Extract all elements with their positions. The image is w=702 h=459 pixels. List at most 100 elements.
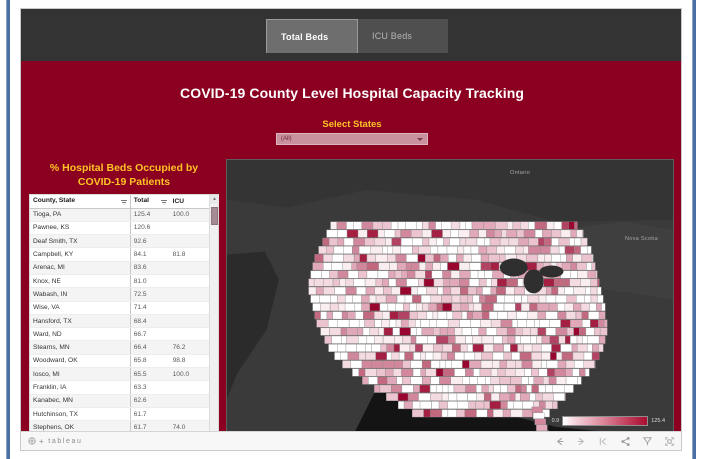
tableau-mark-icon	[28, 437, 36, 445]
cell-icu	[169, 301, 209, 315]
table-scrollbar[interactable]: ▲ ▼	[209, 195, 219, 448]
table-row[interactable]: Hutchinson, TX 61.7	[30, 407, 209, 422]
cell-icu	[169, 234, 209, 249]
tableau-logo[interactable]: + tableau	[28, 437, 82, 446]
scroll-up-icon[interactable]: ▲	[210, 195, 219, 204]
legend-min-value: 0.9	[551, 418, 560, 424]
cell-total: 84.1	[129, 247, 170, 262]
panel-title-line2: COVID-19 Patients	[77, 176, 171, 188]
cell-county-state: Pawnee, KS	[30, 221, 131, 236]
cell-total: 72.5	[129, 287, 170, 302]
cell-total: 66.7	[129, 327, 170, 342]
tab-total-beds-label: Total Beds	[281, 31, 329, 42]
cell-total: 65.5	[129, 367, 170, 382]
table-row[interactable]: Woodward, OK 65.8 98.8	[30, 354, 209, 369]
tableau-footer-bar: + tableau	[21, 431, 681, 450]
table-row[interactable]: Tioga, PA 125.4 100.0	[30, 208, 209, 222]
forward-arrow-icon[interactable]	[576, 436, 587, 447]
cell-total: 62.6	[129, 394, 170, 408]
column-header-icu-label: ICU	[172, 197, 184, 205]
cell-icu: 100.0	[169, 367, 209, 382]
cell-icu	[169, 394, 209, 408]
cell-county-state: Campbell, KY	[30, 247, 131, 262]
page-title: COVID-19 County Level Hospital Capacity …	[180, 85, 524, 101]
table-row[interactable]: Wise, VA 71.4	[30, 301, 209, 315]
revert-icon[interactable]	[598, 436, 609, 447]
tableau-wordmark: tableau	[48, 437, 83, 445]
filter-icon[interactable]	[120, 199, 127, 206]
cell-county-state: Stearns, MN	[30, 340, 131, 355]
column-header-icu[interactable]: ICU	[169, 195, 209, 209]
map-canvas	[227, 160, 673, 448]
table-row[interactable]: Iosco, MI 65.5 100.0	[30, 367, 209, 382]
share-icon[interactable]	[620, 436, 631, 447]
right-rail-line	[692, 0, 693, 459]
county-table-scroll-area: County, State Total ICU	[30, 195, 209, 448]
tableau-toolbar-icons	[554, 436, 675, 447]
select-states-value: (All)	[281, 135, 292, 142]
cell-county-state: Ward, ND	[30, 327, 131, 342]
cell-icu	[169, 380, 209, 395]
cell-icu	[169, 407, 209, 422]
panel-title-line1: % Hospital Beds Occupied by	[49, 162, 199, 174]
table-row[interactable]: Stearns, MN 66.4 76.2	[30, 340, 209, 355]
cell-total: 65.8	[129, 354, 170, 369]
tab-icu-beds[interactable]: ICU Beds	[358, 19, 448, 53]
cell-county-state: Wabash, IN	[30, 287, 131, 302]
cell-total: 68.4	[129, 314, 170, 329]
cell-county-state: Hansford, TX	[30, 314, 131, 329]
county-polygons	[308, 221, 608, 448]
cell-icu	[169, 314, 209, 329]
cell-icu: 76.2	[169, 340, 209, 355]
county-table-head: County, State Total ICU	[30, 195, 209, 209]
county-table: County, State Total ICU	[30, 195, 209, 435]
table-row[interactable]: Pawnee, KS 120.6	[30, 221, 209, 236]
column-header-county-state-label: County, State	[33, 196, 76, 204]
table-row[interactable]: Ward, ND 66.7	[30, 327, 209, 342]
select-states-dropdown[interactable]: (All)	[276, 133, 428, 145]
cell-icu: 81.8	[169, 247, 209, 262]
dashboard-body: COVID-19 County Level Hospital Capacity …	[21, 61, 681, 449]
filter-icon[interactable]	[160, 199, 167, 206]
table-row[interactable]: Franklin, IA 63.3	[30, 380, 209, 395]
county-table-header-row: County, State Total ICU	[30, 195, 209, 209]
legend-gradient-bar	[562, 416, 649, 426]
download-icon[interactable]	[642, 436, 653, 447]
cell-total: 61.7	[129, 407, 170, 422]
cell-icu	[169, 221, 209, 236]
cell-county-state: Kanabec, MN	[30, 394, 131, 408]
cell-total: 71.4	[129, 301, 170, 315]
table-row[interactable]: Hansford, TX 68.4	[30, 314, 209, 329]
table-row[interactable]: Campbell, KY 84.1 81.8	[30, 247, 209, 262]
table-row[interactable]: Knox, NE 81.0	[30, 274, 209, 289]
cell-county-state: Knox, NE	[30, 274, 131, 289]
table-row[interactable]: Wabash, IN 72.5	[30, 287, 209, 302]
cell-icu: 100.0	[169, 208, 209, 222]
fullscreen-icon[interactable]	[664, 436, 675, 447]
tab-total-beds[interactable]: Total Beds	[266, 19, 358, 53]
column-header-county-state[interactable]: County, State	[30, 195, 131, 209]
scrollbar-thumb[interactable]	[211, 207, 218, 225]
table-row[interactable]: Deaf Smith, TX 92.6	[30, 234, 209, 249]
back-arrow-icon[interactable]	[554, 436, 565, 447]
cell-county-state: Hutchinson, TX	[30, 407, 131, 422]
tableau-plus-icon: +	[39, 436, 46, 446]
cell-total: 66.4	[129, 340, 170, 355]
chevron-down-icon	[417, 137, 423, 141]
legend-max-value: 125.4	[651, 418, 665, 424]
cell-county-state: Tioga, PA	[30, 208, 131, 222]
cell-total: 83.6	[129, 261, 170, 275]
table-row[interactable]: Arenac, MI 83.6	[30, 261, 209, 275]
table-row[interactable]: Kanabec, MN 62.6	[30, 394, 209, 408]
choropleth-map[interactable]: Ontario Nova Scotia Mexico 0.9 125.4 © 2…	[226, 159, 674, 449]
select-states-label: Select States	[322, 119, 382, 130]
cell-county-state: Iosco, MI	[30, 367, 131, 382]
cell-icu: 98.8	[169, 354, 209, 369]
cell-total: 81.0	[129, 274, 170, 289]
cell-total: 92.6	[129, 234, 170, 249]
column-header-total[interactable]: Total	[129, 195, 170, 209]
left-rail	[6, 0, 10, 459]
cell-county-state: Woodward, OK	[30, 354, 131, 369]
panel-title: % Hospital Beds Occupied by COVID-19 Pat…	[29, 161, 219, 189]
